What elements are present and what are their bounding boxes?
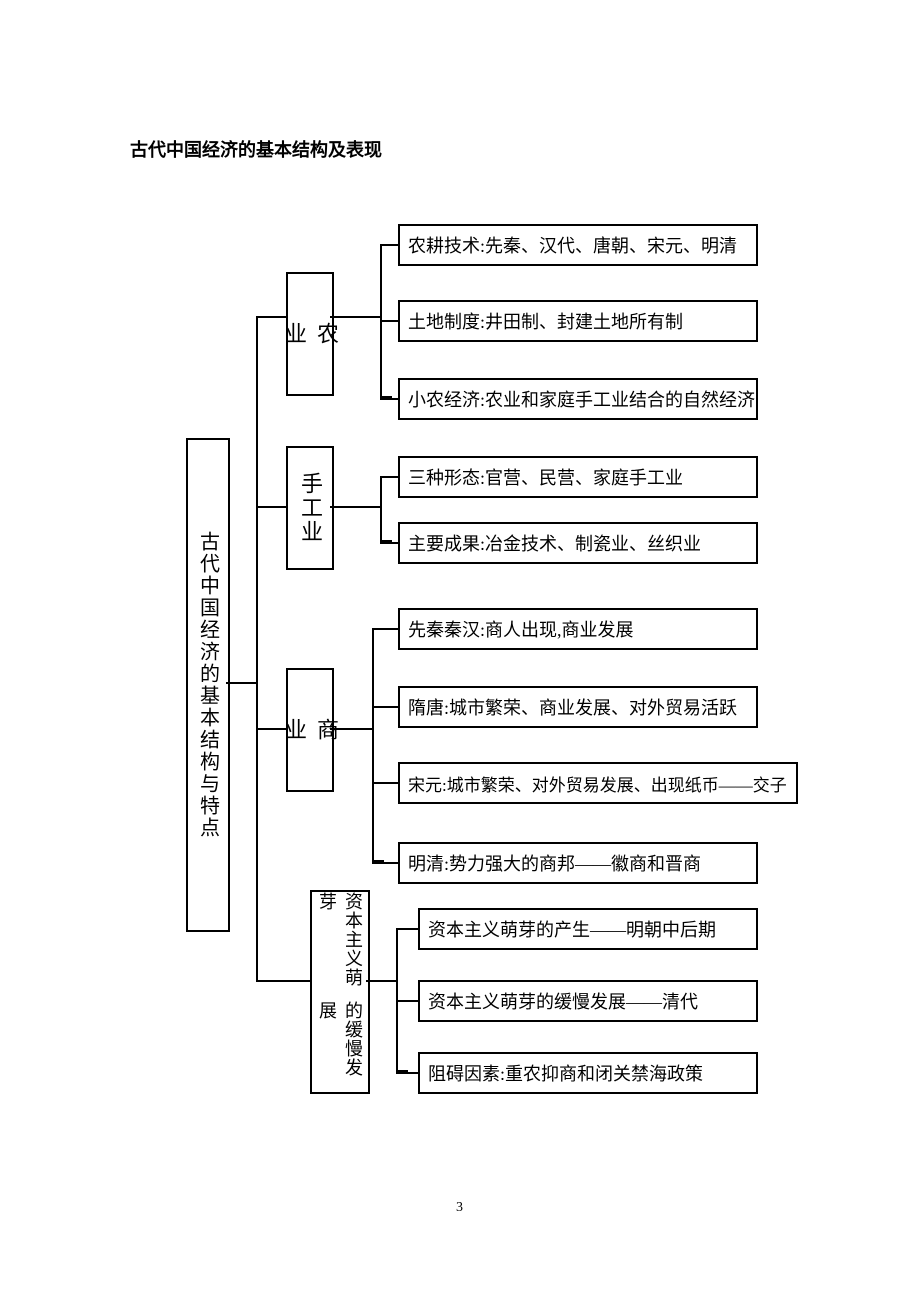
trade-b1 <box>372 628 398 630</box>
leaf-craft2: 主要成果:冶金技术、制瓷业、丝织业 <box>398 522 758 564</box>
root-spine <box>256 316 258 980</box>
agri-in-line <box>256 316 286 318</box>
cat-agri-label: 农 业 <box>278 322 342 346</box>
leaf-sprout3-text: 阻碍因素:重农抑商和闭关禁海政策 <box>428 1060 703 1086</box>
leaf-trade1: 先秦秦汉:商人出现,商业发展 <box>398 608 758 650</box>
leaf-craft1: 三种形态:官营、民营、家庭手工业 <box>398 456 758 498</box>
page-title: 古代中国经济的基本结构及表现 <box>130 136 382 162</box>
craft-b2 <box>380 542 398 544</box>
page-number: 3 <box>456 1200 463 1216</box>
leaf-trade1-text: 先秦秦汉:商人出现,商业发展 <box>408 616 634 642</box>
trade-bracket <box>372 628 374 862</box>
trade-b2 <box>372 706 398 708</box>
leaf-agri2: 土地制度:井田制、封建土地所有制 <box>398 300 758 342</box>
craft-out-line <box>330 506 380 508</box>
leaf-sprout1: 资本主义萌芽的产生——明朝中后期 <box>418 908 758 950</box>
leaf-trade2-text: 隋唐:城市繁荣、商业发展、对外贸易活跃 <box>408 694 737 720</box>
root-node: 古代中国经济的基本结构与特点 <box>186 438 230 932</box>
leaf-trade4: 明清:势力强大的商邦——徽商和晋商 <box>398 842 758 884</box>
leaf-trade4-text: 明清:势力强大的商邦——徽商和晋商 <box>408 850 701 876</box>
sprout-in-line <box>256 980 310 982</box>
cat-sprout-col2: 资本主义萌芽 <box>314 892 366 1001</box>
trade-b4 <box>372 862 398 864</box>
trade-out-line <box>330 728 372 730</box>
agri-out-line <box>330 316 380 318</box>
leaf-agri2-text: 土地制度:井田制、封建土地所有制 <box>408 308 683 334</box>
sprout-out-line <box>366 980 396 982</box>
root-label: 古代中国经济的基本结构与特点 <box>194 531 223 839</box>
craft-b1 <box>380 476 398 478</box>
cat-sprout-col1: 的缓慢发展 <box>314 1001 366 1092</box>
cat-trade: 商 业 <box>286 668 334 792</box>
sprout-b1 <box>396 928 418 930</box>
cat-trade-label: 商 业 <box>278 718 342 742</box>
craft-bracket <box>380 476 382 542</box>
leaf-trade3: 宋元:城市繁荣、对外贸易发展、出现纸币——交子 <box>398 762 798 804</box>
sprout-b3 <box>396 1072 418 1074</box>
craft-in-line <box>256 506 286 508</box>
leaf-trade2: 隋唐:城市繁荣、商业发展、对外贸易活跃 <box>398 686 758 728</box>
leaf-agri1-text: 农耕技术:先秦、汉代、唐朝、宋元、明清 <box>408 232 737 258</box>
leaf-craft1-text: 三种形态:官营、民营、家庭手工业 <box>408 464 683 490</box>
root-connector <box>226 682 256 684</box>
leaf-agri3: 小农经济:农业和家庭手工业结合的自然经济 <box>398 378 758 420</box>
cat-agri: 农 业 <box>286 272 334 396</box>
leaf-craft2-text: 主要成果:冶金技术、制瓷业、丝织业 <box>408 530 701 556</box>
leaf-sprout2-text: 资本主义萌芽的缓慢发展——清代 <box>428 988 698 1014</box>
trade-b3 <box>372 782 398 784</box>
sprout-b2 <box>396 1000 418 1002</box>
cat-craft: 手工业 <box>286 446 334 570</box>
leaf-sprout2: 资本主义萌芽的缓慢发展——清代 <box>418 980 758 1022</box>
leaf-agri3-text: 小农经济:农业和家庭手工业结合的自然经济 <box>408 386 755 412</box>
leaf-sprout3: 阻碍因素:重农抑商和闭关禁海政策 <box>418 1052 758 1094</box>
agri-b3 <box>380 398 398 400</box>
leaf-trade3-text: 宋元:城市繁荣、对外贸易发展、出现纸币——交子 <box>408 771 787 796</box>
agri-b2 <box>380 320 398 322</box>
cat-sprout: 资本主义萌芽 的缓慢发展 <box>310 890 370 1094</box>
leaf-sprout1-text: 资本主义萌芽的产生——明朝中后期 <box>428 916 716 942</box>
cat-craft-label: 手工业 <box>294 472 326 544</box>
agri-b1 <box>380 244 398 246</box>
leaf-agri1: 农耕技术:先秦、汉代、唐朝、宋元、明清 <box>398 224 758 266</box>
